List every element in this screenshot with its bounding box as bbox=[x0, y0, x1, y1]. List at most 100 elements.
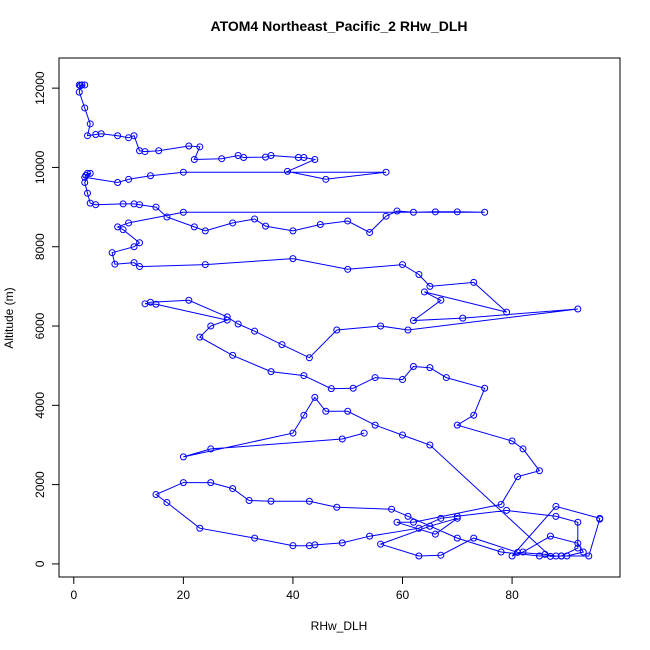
data-point bbox=[125, 219, 133, 227]
data-point bbox=[327, 385, 335, 393]
data-point bbox=[514, 548, 522, 556]
data-point bbox=[152, 300, 160, 308]
data-point bbox=[125, 175, 133, 183]
data-point bbox=[305, 354, 313, 362]
data-point bbox=[190, 223, 198, 231]
data-point bbox=[470, 278, 478, 286]
x-tick-label: 80 bbox=[505, 588, 519, 602]
data-point bbox=[294, 154, 302, 162]
data-point bbox=[437, 514, 445, 522]
data-point bbox=[207, 445, 215, 453]
data-point bbox=[453, 534, 461, 542]
data-point bbox=[552, 552, 560, 560]
x-axis-title: RHw_DLH bbox=[311, 619, 368, 633]
data-point bbox=[344, 217, 352, 225]
data-point bbox=[377, 540, 385, 548]
data-point bbox=[552, 502, 560, 510]
x-tick-label: 60 bbox=[396, 588, 410, 602]
data-point bbox=[81, 104, 89, 112]
data-point bbox=[283, 167, 291, 175]
data-point bbox=[409, 362, 417, 370]
data-point bbox=[316, 221, 324, 229]
data-point bbox=[470, 411, 478, 419]
data-point bbox=[130, 243, 138, 251]
data-point bbox=[229, 219, 237, 227]
data-point bbox=[349, 384, 357, 392]
data-point bbox=[114, 223, 122, 231]
data-point bbox=[196, 524, 204, 532]
data-point bbox=[152, 491, 160, 499]
data-point bbox=[481, 384, 489, 392]
data-point bbox=[311, 393, 319, 401]
data-point bbox=[108, 249, 116, 257]
data-point bbox=[267, 152, 275, 160]
data-point bbox=[552, 512, 560, 520]
data-point bbox=[229, 485, 237, 493]
data-point bbox=[574, 518, 582, 526]
x-tick-label: 0 bbox=[70, 588, 77, 602]
data-point bbox=[136, 201, 144, 209]
data-point bbox=[382, 168, 390, 176]
data-point bbox=[563, 552, 571, 560]
data-point bbox=[426, 282, 434, 290]
data-point bbox=[388, 505, 396, 513]
data-point bbox=[289, 542, 297, 550]
data-point bbox=[311, 156, 319, 164]
data-point bbox=[409, 208, 417, 216]
data-point bbox=[508, 552, 516, 560]
data-point bbox=[251, 327, 259, 335]
data-point bbox=[344, 407, 352, 415]
data-point bbox=[179, 168, 187, 176]
data-point bbox=[519, 445, 527, 453]
data-point bbox=[420, 288, 428, 296]
data-point bbox=[574, 305, 582, 313]
data-point bbox=[459, 314, 467, 322]
data-point bbox=[234, 320, 242, 328]
data-point bbox=[519, 548, 527, 556]
data-point bbox=[136, 239, 144, 247]
data-point bbox=[585, 552, 593, 560]
data-point bbox=[163, 213, 171, 221]
data-point bbox=[136, 263, 144, 271]
data-point bbox=[442, 374, 450, 382]
data-point bbox=[404, 512, 412, 520]
data-point bbox=[119, 200, 127, 208]
data-point bbox=[207, 322, 215, 330]
data-point bbox=[377, 322, 385, 330]
plot-frame bbox=[58, 57, 621, 578]
data-point bbox=[119, 226, 127, 234]
data-point bbox=[333, 503, 341, 511]
data-point bbox=[453, 208, 461, 216]
data-point bbox=[152, 203, 160, 211]
data-point bbox=[399, 431, 407, 439]
data-point bbox=[300, 154, 308, 162]
data-point bbox=[409, 316, 417, 324]
data-point bbox=[371, 374, 379, 382]
data-point bbox=[415, 270, 423, 278]
data-point bbox=[453, 421, 461, 429]
y-tick-label: 10000 bbox=[33, 150, 47, 184]
data-point bbox=[185, 296, 193, 304]
data-point bbox=[415, 552, 423, 560]
data-point bbox=[97, 130, 105, 138]
data-point bbox=[431, 530, 439, 538]
data-point bbox=[366, 532, 374, 540]
data-point bbox=[196, 143, 204, 151]
data-point bbox=[155, 147, 163, 155]
data-point bbox=[338, 539, 346, 547]
data-point bbox=[75, 88, 83, 96]
data-point bbox=[409, 518, 417, 526]
data-point bbox=[83, 189, 91, 197]
data-point bbox=[437, 296, 445, 304]
data-point bbox=[141, 148, 149, 156]
data-point bbox=[503, 308, 511, 316]
data-point bbox=[497, 500, 505, 508]
data-point bbox=[76, 82, 84, 90]
data-point bbox=[267, 497, 275, 505]
data-point bbox=[546, 532, 554, 540]
data-point bbox=[223, 316, 231, 324]
data-point bbox=[130, 132, 138, 140]
data-point bbox=[130, 259, 138, 267]
data-point bbox=[289, 227, 297, 235]
data-point bbox=[179, 479, 187, 487]
